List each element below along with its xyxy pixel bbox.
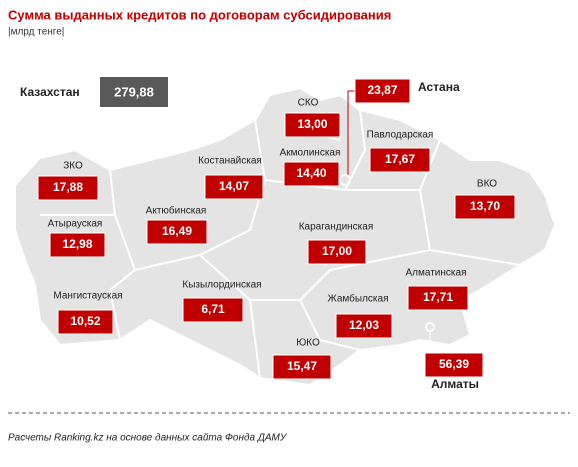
value-box	[335, 313, 393, 339]
value-box	[57, 309, 114, 335]
value-box	[146, 219, 208, 245]
value-box	[37, 175, 99, 201]
region-label: Павлодарская	[367, 130, 434, 141]
title: Сумма выданных кредитов по договорам суб…	[8, 7, 391, 22]
region-label: Актюбинская	[146, 205, 207, 217]
region-value: 17,00	[322, 244, 352, 258]
value-box	[182, 297, 244, 323]
value-box	[284, 112, 341, 138]
region-label: Астана	[418, 80, 460, 94]
region-value: 14,07	[219, 179, 249, 193]
value-box	[369, 147, 431, 173]
source: Расчеты Ranking.kz на основе данных сайт…	[8, 433, 288, 444]
region-value: 10,52	[70, 314, 100, 328]
subtitle: |млрд тенге|	[8, 27, 64, 38]
region-label: Карагандинская	[299, 222, 374, 233]
region-label: Жамбылская	[328, 293, 389, 305]
region-value: 6,71	[201, 302, 225, 316]
total-label: Казахстан	[20, 85, 80, 99]
region-borders	[40, 109, 521, 379]
region-label: Костанайская	[198, 156, 262, 167]
region-label: Алматинская	[406, 268, 467, 279]
region-label: Мангистауская	[53, 291, 122, 302]
region-value: 56,39	[439, 357, 469, 371]
region-value: 23,87	[367, 83, 397, 97]
region-label: Акмолинская	[280, 148, 341, 159]
region-value: 17,71	[423, 290, 453, 304]
region-label: Алматы	[431, 377, 479, 391]
region-value: 17,88	[53, 180, 83, 194]
total-box	[100, 77, 168, 107]
region-label: ЮКО	[296, 338, 320, 349]
total-value: 279,88	[114, 84, 154, 99]
value-box	[307, 239, 367, 265]
region-value: 13,70	[470, 199, 500, 213]
astana-dot	[339, 174, 351, 186]
almaty-dot	[425, 322, 435, 332]
value-box	[204, 174, 264, 200]
region-label: ВКО	[477, 179, 497, 190]
value-box	[272, 354, 332, 380]
region-label: СКО	[298, 98, 319, 109]
value-box	[283, 161, 340, 187]
region-value: 16,49	[162, 224, 192, 238]
region-value: 17,67	[385, 152, 415, 166]
region-value: 12,98	[62, 237, 92, 251]
value-box	[49, 232, 106, 258]
value-box	[407, 285, 469, 311]
value-box	[424, 352, 484, 378]
region-value: 12,03	[349, 318, 379, 332]
region-label: Кызылординская	[182, 280, 261, 291]
astana-leader	[347, 90, 355, 175]
region-value: 15,47	[287, 359, 317, 373]
value-box	[354, 78, 411, 104]
value-box	[454, 194, 516, 220]
region-value: 13,00	[297, 117, 327, 131]
region-label: Атырауская	[48, 219, 103, 230]
region-value: 14,40	[296, 166, 326, 180]
region-label: ЗКО	[63, 161, 83, 172]
